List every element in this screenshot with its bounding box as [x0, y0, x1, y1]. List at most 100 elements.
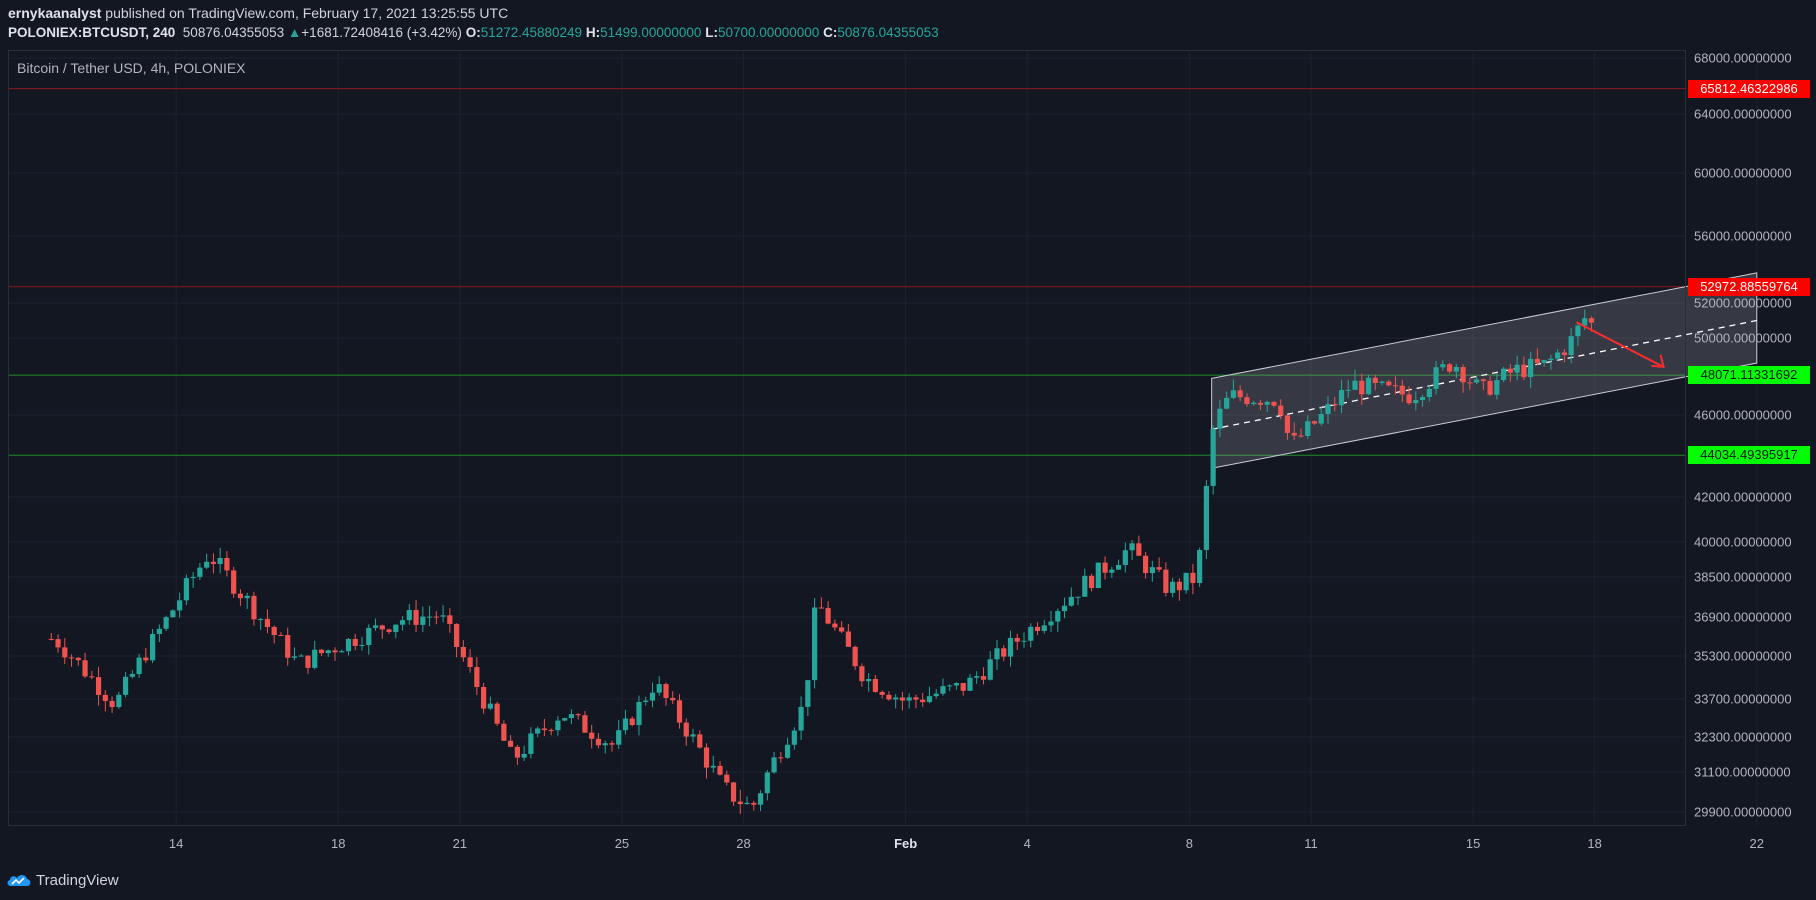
price-tick-label: 64000.00000000 — [1694, 106, 1792, 122]
candle-body — [541, 728, 548, 731]
candle-body — [528, 733, 534, 754]
candle-body — [1480, 379, 1486, 382]
candle-body — [1372, 377, 1378, 383]
candle-body — [1237, 390, 1243, 398]
price-change: +1681.72408416 (+3.42%) — [301, 25, 462, 40]
candle-body — [481, 686, 487, 709]
candle-body — [920, 699, 926, 703]
open-label: O: — [465, 25, 481, 40]
candle-body — [413, 610, 419, 625]
candle-body — [589, 732, 595, 739]
price-level-label[interactable]: 48071.11331692 — [1688, 366, 1810, 385]
candle-body — [933, 693, 939, 697]
last-price: 50876.04355053 — [182, 25, 285, 40]
candle-body — [906, 697, 912, 701]
candle-body — [690, 734, 696, 737]
candle-body — [987, 659, 993, 680]
candle-body — [683, 722, 689, 737]
time-tick-label: 21 — [452, 836, 468, 851]
price-level-label[interactable]: 65812.46322986 — [1688, 79, 1810, 98]
candle-body — [170, 610, 176, 618]
price-tick-label: 29900.00000000 — [1694, 804, 1792, 820]
publish-date: published on TradingView.com, February 1… — [105, 5, 509, 21]
candle-body — [122, 676, 129, 695]
up-arrow-icon: ▲ — [287, 25, 302, 40]
candle-body — [433, 616, 439, 618]
symbol-name[interactable]: POLONIEX:BTCUSDT, 240 — [8, 25, 176, 40]
candle-body — [737, 801, 743, 805]
candle-body — [271, 626, 277, 635]
open-value: 51272.45880249 — [480, 25, 583, 40]
candle-body — [190, 576, 196, 579]
candle-body — [406, 610, 412, 621]
price-level-label[interactable]: 44034.49395917 — [1688, 446, 1810, 465]
candle-body — [204, 561, 210, 568]
candle-body — [730, 782, 737, 802]
candle-body — [1001, 648, 1007, 657]
close-label: C: — [823, 25, 838, 40]
candle-body — [116, 694, 122, 708]
candle-body — [508, 740, 514, 747]
candle-body — [1446, 364, 1453, 372]
candle-body — [710, 765, 716, 768]
candle-body — [278, 634, 284, 636]
candle-body — [210, 561, 217, 565]
candle-body — [663, 684, 669, 698]
candle-body — [521, 753, 527, 758]
candle-body — [1021, 640, 1027, 642]
tradingview-logo[interactable]: TradingView — [6, 868, 119, 892]
candle-body — [1244, 397, 1250, 405]
candle-body — [1413, 400, 1419, 404]
author-name[interactable]: ernykaanalyst — [8, 5, 102, 21]
candle-body — [1494, 380, 1500, 395]
candle-body — [562, 718, 568, 721]
time-tick-label: 8 — [1185, 836, 1193, 851]
candle-body — [366, 627, 372, 645]
candle-body — [1163, 569, 1169, 593]
candle-body — [980, 676, 987, 680]
candle-body — [575, 714, 581, 716]
candle-body — [426, 616, 433, 618]
candle-body — [1399, 385, 1405, 395]
candle-body — [1028, 626, 1034, 641]
candle-body — [940, 686, 946, 694]
candle-body — [1453, 367, 1459, 372]
candle-body — [818, 607, 824, 609]
time-tick-label: 4 — [1023, 836, 1031, 851]
candle-body — [1433, 367, 1439, 389]
candle-body — [1379, 381, 1385, 383]
candle-body — [548, 730, 554, 732]
price-tick-label: 38500.00000000 — [1694, 569, 1792, 585]
candle-body — [298, 655, 304, 657]
candle-body — [1014, 637, 1020, 642]
candle-body — [859, 666, 865, 682]
candle-body — [251, 595, 257, 620]
candle-body — [1278, 405, 1284, 416]
chart-area[interactable] — [8, 50, 1686, 826]
candle-body — [1338, 390, 1345, 406]
candle-body — [1325, 404, 1331, 415]
candle-body — [1345, 389, 1351, 391]
price-tick-label: 40000.00000000 — [1694, 534, 1792, 550]
price-tick-label: 60000.00000000 — [1694, 165, 1792, 181]
candle-body — [1007, 637, 1014, 657]
candle-body — [582, 715, 588, 733]
candle-body — [852, 646, 858, 667]
candle-body — [440, 615, 446, 617]
candle-body — [1142, 555, 1149, 574]
candle-body — [1460, 367, 1466, 383]
candle-body — [622, 718, 629, 731]
price-level-label[interactable]: 52972.88559764 — [1688, 277, 1810, 296]
candle-body — [676, 700, 683, 723]
price-tick-label: 31100.00000000 — [1694, 764, 1791, 780]
time-tick-label: 11 — [1304, 836, 1318, 851]
candle-body — [1082, 575, 1088, 597]
candle-body — [237, 593, 244, 599]
chart-title: Bitcoin / Tether USD, 4h, POLONIEX — [17, 60, 246, 76]
candle-body — [1473, 379, 1480, 383]
candle-body — [629, 718, 635, 726]
candle-body — [1109, 569, 1115, 573]
candle-body — [771, 757, 777, 773]
price-tick-label: 35300.00000000 — [1694, 648, 1792, 664]
